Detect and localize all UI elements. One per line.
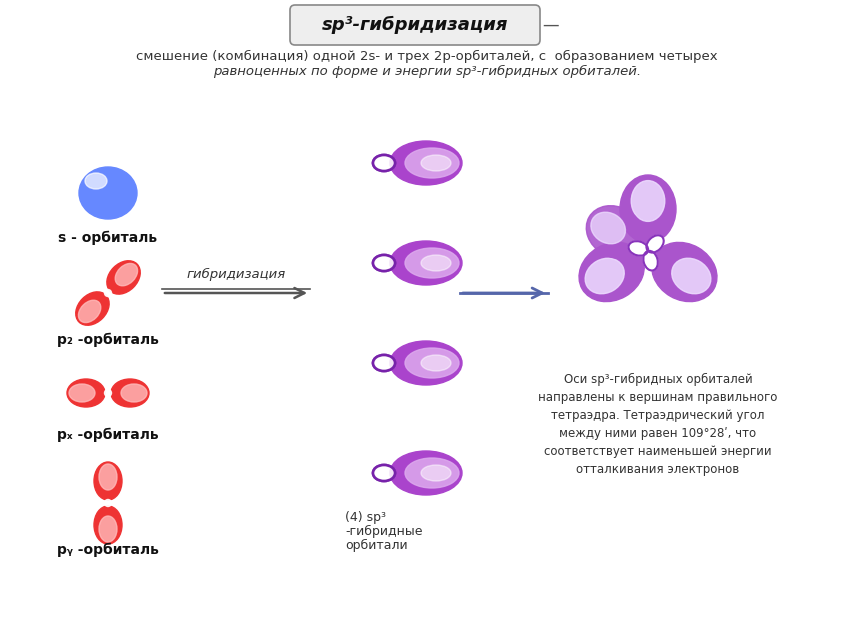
Text: p₂ -орбиталь: p₂ -орбиталь bbox=[57, 333, 159, 347]
Ellipse shape bbox=[421, 255, 450, 271]
Ellipse shape bbox=[404, 248, 458, 278]
Text: s - орбиталь: s - орбиталь bbox=[58, 231, 157, 246]
Ellipse shape bbox=[121, 384, 147, 402]
Ellipse shape bbox=[99, 464, 117, 490]
Text: pᵧ -орбиталь: pᵧ -орбиталь bbox=[57, 543, 159, 557]
Ellipse shape bbox=[107, 261, 140, 294]
Ellipse shape bbox=[404, 348, 458, 378]
FancyBboxPatch shape bbox=[290, 5, 539, 45]
Ellipse shape bbox=[111, 379, 148, 407]
Text: орбитали: орбитали bbox=[345, 539, 407, 552]
Ellipse shape bbox=[373, 255, 395, 271]
Ellipse shape bbox=[630, 181, 664, 221]
Ellipse shape bbox=[390, 451, 461, 495]
Ellipse shape bbox=[390, 141, 461, 185]
Ellipse shape bbox=[78, 300, 101, 322]
Ellipse shape bbox=[79, 167, 136, 219]
Ellipse shape bbox=[421, 355, 450, 371]
Text: —: — bbox=[542, 16, 558, 34]
Text: (4) sp³: (4) sp³ bbox=[345, 511, 386, 524]
Ellipse shape bbox=[628, 241, 647, 256]
Ellipse shape bbox=[76, 292, 109, 325]
Ellipse shape bbox=[69, 384, 95, 402]
Ellipse shape bbox=[642, 251, 657, 271]
Ellipse shape bbox=[390, 241, 461, 285]
Ellipse shape bbox=[104, 390, 112, 397]
Ellipse shape bbox=[94, 506, 122, 544]
Ellipse shape bbox=[104, 290, 112, 297]
Ellipse shape bbox=[651, 242, 717, 302]
Ellipse shape bbox=[421, 155, 450, 171]
Ellipse shape bbox=[671, 258, 710, 294]
Ellipse shape bbox=[584, 258, 624, 294]
Ellipse shape bbox=[115, 263, 137, 286]
Ellipse shape bbox=[590, 212, 624, 244]
Ellipse shape bbox=[619, 175, 676, 243]
Text: Оси sp³-гибридных орбиталей
направлены к вершинам правильного
тетраэдра. Тетраэд: Оси sp³-гибридных орбиталей направлены к… bbox=[537, 373, 777, 476]
Ellipse shape bbox=[646, 235, 663, 253]
Ellipse shape bbox=[104, 499, 112, 506]
Text: смешение (комбинация) одной 2s- и трех 2p-орбиталей, с  образованием четырех: смешение (комбинация) одной 2s- и трех 2… bbox=[136, 49, 717, 63]
Ellipse shape bbox=[94, 462, 122, 500]
Ellipse shape bbox=[585, 206, 643, 258]
Ellipse shape bbox=[67, 379, 105, 407]
Text: -гибридные: -гибридные bbox=[345, 525, 422, 538]
Ellipse shape bbox=[373, 465, 395, 481]
Ellipse shape bbox=[373, 355, 395, 371]
Ellipse shape bbox=[404, 458, 458, 488]
Ellipse shape bbox=[373, 155, 395, 171]
Ellipse shape bbox=[404, 148, 458, 178]
Ellipse shape bbox=[390, 341, 461, 385]
Ellipse shape bbox=[85, 173, 107, 189]
Ellipse shape bbox=[83, 171, 133, 215]
Text: pₓ -орбиталь: pₓ -орбиталь bbox=[57, 428, 159, 442]
Text: гибридизация: гибридизация bbox=[186, 268, 285, 281]
Ellipse shape bbox=[99, 516, 117, 542]
Text: равноценных по форме и энергии sp³-гибридных орбиталей.: равноценных по форме и энергии sp³-гибри… bbox=[212, 65, 641, 78]
Ellipse shape bbox=[578, 242, 643, 302]
Text: sp³-гибридизация: sp³-гибридизация bbox=[322, 16, 508, 34]
Ellipse shape bbox=[421, 465, 450, 481]
